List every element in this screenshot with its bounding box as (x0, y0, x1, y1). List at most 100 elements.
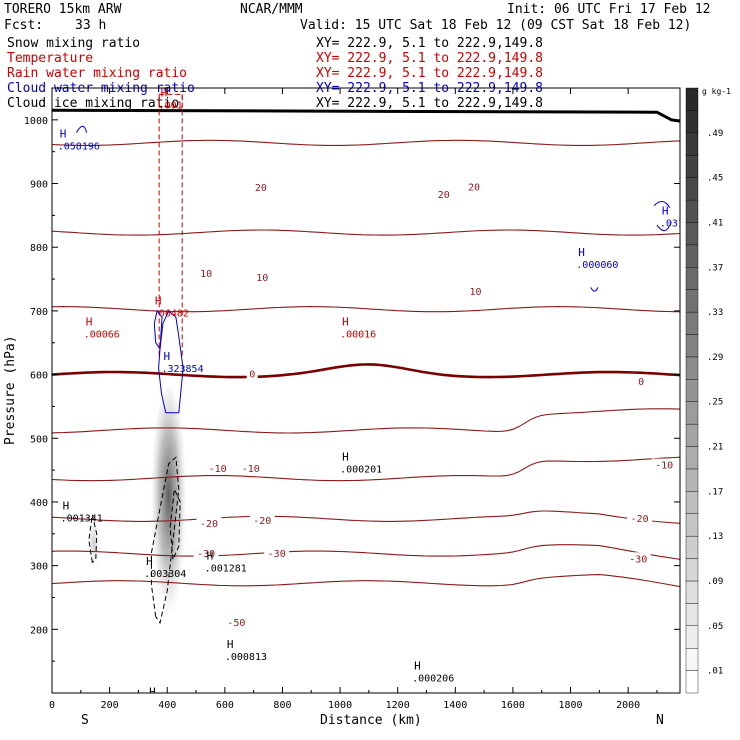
maximum-value-label: .001 (159, 101, 183, 112)
maximum-value-label: .003304 (144, 569, 186, 580)
ice-contour (169, 487, 181, 562)
isotherm-line (52, 139, 680, 146)
field-name-rain: Rain water mixing ratio (7, 66, 187, 81)
colorbar-swatch (685, 647, 699, 671)
field-name-cloud-ice: Cloud ice mixing ratio (7, 96, 179, 111)
y-tick-label: 400 (30, 498, 48, 509)
y-tick-label: 200 (30, 625, 48, 636)
field-legend: Snow mixing ratio XY= 222.9, 5.1 to 222.… (7, 36, 543, 111)
colorbar-swatch (685, 267, 699, 290)
maximum-h-marker: H (155, 294, 162, 307)
isotherm-label-bg (466, 284, 485, 297)
maximum-h-marker: H (149, 685, 156, 698)
isotherm-label: 20 (468, 182, 480, 193)
colorbar-tick-label: .41 (707, 218, 723, 228)
south-end-label: S (81, 713, 89, 728)
isotherm-line (52, 456, 680, 482)
isotherm-label: 0 (249, 370, 255, 381)
x-tick-label: 2000 (616, 700, 640, 711)
colorbar-tick-label: .01 (707, 667, 723, 677)
field-xy-cloud-ice: XY= 222.9, 5.1 to 222.9,149.8 (316, 96, 543, 111)
y-tick-label: 500 (30, 434, 48, 445)
isotherm-label-bg (627, 512, 653, 525)
maximum-value-label: .00016 (340, 329, 376, 340)
maximum-value-label: .06482 (153, 308, 189, 319)
isotherm-label-bg (246, 367, 258, 380)
isotherm-label-bg (238, 461, 264, 474)
y-tick-label: 600 (30, 371, 48, 382)
y-tick-label: 700 (30, 307, 48, 318)
maximum-h-marker: H (60, 127, 67, 140)
colorbar-tick-label: .21 (707, 443, 723, 453)
isotherm-label: -20 (253, 516, 271, 527)
colorbar-tick-label: .45 (707, 174, 723, 184)
colorbar-unit: g kg-1 (702, 87, 731, 96)
isotherm-label-bg (625, 552, 651, 565)
maximum-h-marker: H (414, 659, 421, 672)
isotherm-label: -10 (209, 464, 227, 475)
colorbar-swatch (685, 379, 699, 402)
isotherm-label: -30 (268, 549, 286, 560)
x-tick-label: 400 (158, 700, 176, 711)
colorbar-swatch (685, 334, 699, 358)
plot-area: -50 -30 -30 -30 -20 -20 -20 -10 -10 -10 0 0 10 10 10 20… (52, 87, 680, 698)
isotherm-label: -30 (629, 554, 647, 565)
isotherm-label: 10 (256, 273, 268, 284)
isotherm-label: 20 (438, 190, 450, 201)
x-tick-label: 0 (49, 700, 55, 711)
isotherm-line (52, 363, 680, 379)
x-tick-label: 1400 (443, 700, 467, 711)
isotherm-label: 0 (638, 377, 644, 388)
snow-contour (150, 456, 180, 625)
colorbar-tick-label: .37 (707, 263, 723, 273)
isotherm-label: 10 (200, 269, 212, 280)
x-tick-label: 1000 (328, 700, 352, 711)
isotherm-label-bg (196, 517, 222, 530)
maximum-h-marker: H (342, 450, 349, 463)
colorbar-swatch (685, 110, 699, 134)
maximum-h-marker: H (207, 550, 214, 563)
header-fcst-value: 33 h (75, 18, 106, 33)
isotherm-line (52, 229, 680, 236)
isotherm-line (52, 574, 680, 588)
isotherm-label: -10 (242, 464, 260, 475)
surface-line (52, 108, 680, 123)
colorbar-tick-label: .09 (707, 577, 723, 587)
y-tick-label: 800 (30, 243, 48, 254)
x-tick-label: 800 (273, 700, 291, 711)
colorbar-tick-label: .49 (707, 129, 723, 139)
x-tick-label: 1200 (386, 700, 410, 711)
maximum-h-marker: H (161, 87, 168, 100)
colorbar-swatch (685, 603, 699, 626)
colorbar-swatch (685, 311, 699, 335)
header-model: TORERO 15km ARW (4, 2, 122, 17)
x-tick-label: 200 (101, 700, 119, 711)
colorbar-swatch (685, 87, 699, 111)
maximum-value-label: .000813 (225, 652, 267, 663)
isotherm-label: 20 (255, 183, 267, 194)
colorbar-swatch (685, 356, 699, 380)
colorbar-tick-label: .05 (707, 622, 723, 632)
field-xy-temperature: XY= 222.9, 5.1 to 222.9,149.8 (316, 51, 543, 66)
x-tick-label: 1600 (501, 700, 525, 711)
colorbar-swatch (685, 401, 699, 425)
isotherm-label-bg (635, 375, 647, 388)
maximum-h-marker: H (86, 315, 93, 328)
maximum-value-label: .000206 (412, 673, 454, 684)
cloud-water-contour (153, 309, 163, 351)
colorbar-swatch (685, 132, 699, 156)
isotherm-line (52, 510, 680, 524)
maximum-value-label: .323854 (161, 364, 203, 375)
colorbar-swatch (685, 177, 699, 201)
plot-frame (51, 87, 681, 694)
maximum-value-label: .000060 (576, 260, 618, 271)
colorbar-swatch (685, 580, 699, 604)
cloud-water-contour (76, 125, 88, 133)
colorbar-tick-label: .29 (707, 353, 723, 363)
colorbar-swatch (685, 491, 699, 514)
y-tick-label: 300 (30, 562, 48, 573)
header-init: Init: 06 UTC Fri 17 Feb 12 (507, 2, 711, 17)
snow-column-shading (150, 388, 187, 629)
colorbar-swatch (685, 446, 699, 470)
colorbar-swatch (685, 244, 699, 268)
